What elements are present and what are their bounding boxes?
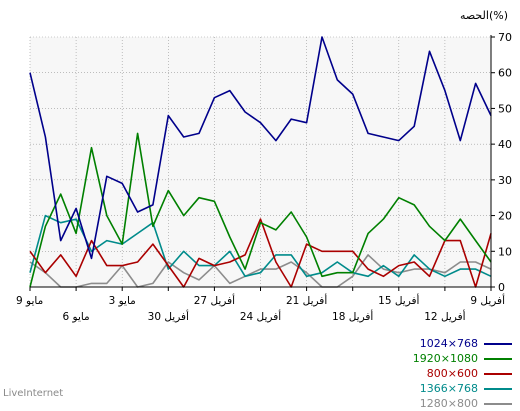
y-axis-label: الحصه(%) — [460, 9, 508, 22]
legend-swatch-3 — [484, 387, 512, 390]
chart-legend: 1024×768 1920×1080 800×600 1366×768 1280×800 — [292, 336, 512, 411]
y-tick-label-1: 10 — [498, 245, 512, 258]
legend-label-1: 1920×1080 — [412, 352, 478, 365]
y-tick-label-7: 70 — [498, 31, 512, 44]
x-tick-label-1: 6 مايو — [62, 311, 89, 323]
x-tick-label-4: 27 أفريل — [194, 293, 235, 307]
series-lines — [29, 36, 492, 288]
x-tick-label-0: 9 مايو — [16, 295, 43, 307]
line-chart: 0 10 20 30 40 50 60 70 9 مايو 6 مايو 3 مايو 30 أفر… — [16, 9, 512, 323]
y-tick-label-4: 40 — [498, 138, 512, 151]
legend-swatch-2 — [484, 372, 512, 375]
watermark: LiveInternet — [3, 388, 64, 399]
series-line-3 — [29, 214, 492, 278]
legend-label-4: 1280×800 — [419, 397, 478, 410]
series-line-1 — [29, 132, 492, 288]
plot-area — [30, 37, 491, 287]
x-tick-label-6: 21 أفريل — [286, 293, 327, 307]
legend-label-3: 1366×768 — [419, 382, 478, 395]
x-tick-label-8: 15 أفريل — [378, 293, 419, 307]
x-axis-ticks: 9 مايو 6 مايو 3 مايو 30 أفريل 27 أفريل 24 أفر… — [16, 287, 505, 323]
series-line-0 — [29, 36, 492, 260]
x-tick-label-7: 18 أفريل — [332, 309, 373, 323]
y-tick-label-6: 60 — [498, 67, 512, 80]
x-tick-label-5: 24 أفريل — [240, 309, 281, 323]
grid-lines — [29, 36, 492, 287]
legend-item-0: 1024×768 — [292, 336, 512, 351]
legend-item-2: 800×600 — [292, 366, 512, 381]
x-tick-label-2: 3 مايو — [109, 295, 136, 307]
legend-item-4: 1280×800 — [292, 396, 512, 411]
x-tick-label-3: 30 أفريل — [148, 309, 189, 323]
x-tick-label-10: 9 أفريل — [470, 293, 505, 307]
y-tick-label-3: 30 — [498, 174, 512, 187]
legend-label-0: 1024×768 — [419, 337, 478, 350]
legend-item-1: 1920×1080 — [292, 351, 512, 366]
legend-swatch-4 — [484, 402, 512, 405]
legend-label-2: 800×600 — [426, 367, 478, 380]
y-tick-label-2: 20 — [498, 210, 512, 223]
y-tick-label-0: 0 — [498, 281, 505, 294]
series-line-2 — [29, 218, 492, 288]
series-line-4 — [29, 254, 492, 288]
x-tick-label-9: 12 أفريل — [424, 309, 465, 323]
legend-swatch-1 — [484, 357, 512, 360]
y-tick-label-5: 50 — [498, 102, 512, 115]
legend-item-3: 1366×768 — [292, 381, 512, 396]
y-axis-ticks: 0 10 20 30 40 50 60 70 — [491, 31, 512, 294]
legend-swatch-0 — [484, 342, 512, 345]
